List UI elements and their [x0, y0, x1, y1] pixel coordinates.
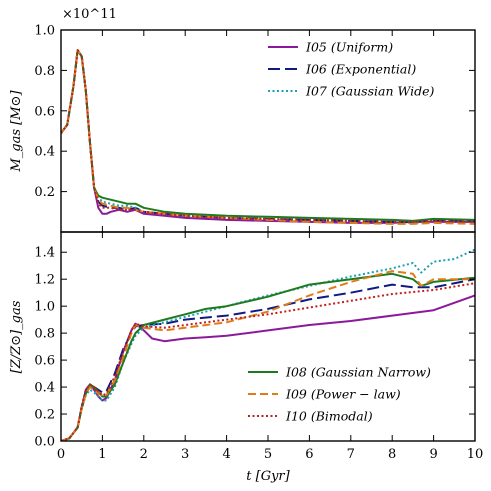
- y-tick-label: 1.2: [34, 273, 55, 288]
- y-tick-label: 0.2: [34, 185, 55, 200]
- x-tick-label: 6: [305, 447, 313, 462]
- series-line-top-3: [61, 49, 475, 222]
- x-tick-label: 5: [264, 447, 272, 462]
- series-line-bottom-2: [61, 248, 475, 441]
- legend-label: I09 (Power − law): [285, 387, 401, 402]
- y-tick-label: 0.4: [34, 145, 55, 160]
- y-tick-label: 1.0: [34, 300, 55, 315]
- bottom-y-axis-label: [Z/Z⊙]_gas: [9, 300, 24, 373]
- bottom-legend: I08 (Gaussian Narrow) I09 (Power − law) I1…: [248, 365, 431, 424]
- mass-panel: 0.2 0.4 0.6 0.8 1.0 ×10^11 M_gas [M⊙] I05 (U…: [9, 7, 476, 233]
- series-line-bottom-5: [61, 282, 475, 441]
- top-scale-label: ×10^11: [62, 7, 117, 22]
- y-tick-label: 0.2: [34, 408, 55, 423]
- series-line-top-5: [61, 49, 475, 223]
- top-legend: I05 (Uniform) I06 (Exponential) I07 (Gauss…: [268, 40, 435, 99]
- legend-label: I08 (Gaussian Narrow): [285, 365, 431, 380]
- y-tick-label: 0.0: [34, 435, 55, 450]
- x-tick-label: 9: [429, 447, 437, 462]
- y-tick-label: 1.4: [34, 246, 55, 261]
- y-tick-label: 0.6: [34, 104, 55, 119]
- x-tick-label: 3: [181, 447, 189, 462]
- bottom-panel-frame: [60, 231, 476, 442]
- x-tick-label: 4: [222, 447, 230, 462]
- legend-label: I06 (Exponential): [305, 62, 416, 77]
- y-tick-label: 0.4: [34, 381, 55, 396]
- y-tick-label: 0.6: [34, 354, 55, 369]
- series-line-top-4: [61, 49, 475, 225]
- x-axis-label: t [Gyr]: [246, 469, 290, 484]
- x-tick-label: 7: [347, 447, 355, 462]
- x-tick-label: 1: [98, 447, 106, 462]
- metallicity-panel: 0 1 2 3 4 5 6 7 8 9 10 0.0 0.2 0.4 0.6 0.8 1.0 1.2 1.4 [Z/…: [9, 231, 484, 462]
- x-tick-label: 2: [140, 447, 148, 462]
- y-tick-label: 1.0: [34, 24, 55, 39]
- legend-label: I07 (Gaussian Wide): [305, 84, 435, 99]
- legend-label: I05 (Uniform): [305, 40, 393, 55]
- y-tick-label: 0.8: [34, 327, 55, 342]
- y-tick-label: 0.8: [34, 64, 55, 79]
- x-tick-label: 0: [57, 447, 65, 462]
- top-y-axis-label: M_gas [M⊙]: [9, 90, 24, 173]
- x-tick-label: 8: [388, 447, 396, 462]
- legend-label: I10 (Bimodal): [285, 409, 373, 424]
- x-tick-label: 10: [467, 447, 484, 462]
